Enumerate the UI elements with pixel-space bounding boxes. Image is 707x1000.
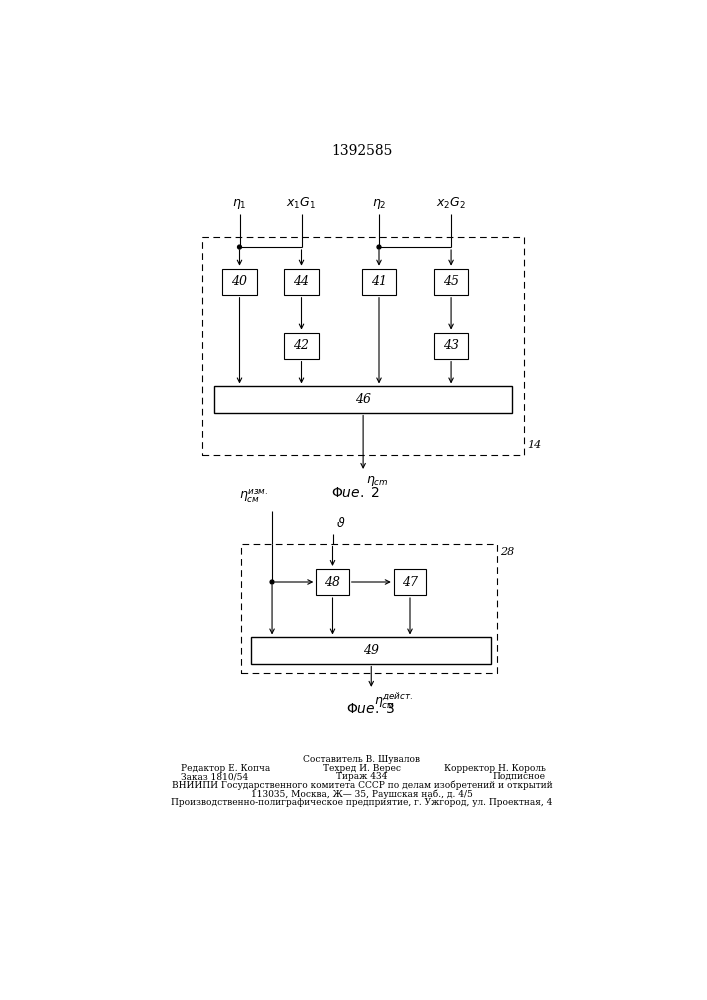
Bar: [223, 269, 257, 295]
Bar: [434, 333, 468, 359]
Bar: [284, 333, 319, 359]
Text: Редактор Е. Копча: Редактор Е. Копча: [182, 764, 271, 773]
Text: $\eta^{дейст.}_{см}$: $\eta^{дейст.}_{см}$: [374, 692, 414, 712]
Text: 44: 44: [293, 275, 310, 288]
Text: 46: 46: [355, 393, 371, 406]
Text: Производственно-полиграфическое предприятие, г. Ужгород, ул. Проектная, 4: Производственно-полиграфическое предприя…: [171, 798, 553, 807]
Text: $x_1G_1$: $x_1G_1$: [286, 196, 317, 211]
Text: 47: 47: [402, 576, 418, 588]
Circle shape: [377, 245, 381, 249]
Text: Заказ 1810/54: Заказ 1810/54: [182, 772, 249, 781]
Text: 113035, Москва, Ж— 35, Раушская наб., д. 4/5: 113035, Москва, Ж— 35, Раушская наб., д.…: [251, 789, 473, 799]
Text: Подписное: Подписное: [493, 772, 546, 781]
Text: 14: 14: [527, 440, 542, 450]
Bar: [434, 269, 468, 295]
Text: 42: 42: [293, 339, 310, 352]
Text: 43: 43: [443, 339, 459, 352]
Text: 48: 48: [325, 576, 341, 588]
Bar: [202, 237, 524, 455]
Bar: [394, 569, 426, 595]
Bar: [316, 569, 349, 595]
Text: 40: 40: [231, 275, 247, 288]
Text: 45: 45: [443, 275, 459, 288]
Text: Техред И. Верес: Техред И. Верес: [323, 764, 401, 773]
Circle shape: [238, 245, 241, 249]
Bar: [362, 269, 396, 295]
Circle shape: [270, 580, 274, 584]
Text: $\eta_2$: $\eta_2$: [372, 197, 386, 211]
Bar: [284, 269, 319, 295]
Text: $\Phi u e.\ 2$: $\Phi u e.\ 2$: [331, 486, 380, 500]
Text: Составитель В. Шувалов: Составитель В. Шувалов: [303, 755, 421, 764]
Text: ВНИИПИ Государственного комитета СССР по делам изобретений и открытий: ВНИИПИ Государственного комитета СССР по…: [172, 781, 552, 790]
Text: $\eta^{изм.}_{см}$: $\eta^{изм.}_{см}$: [239, 488, 268, 505]
Text: 41: 41: [371, 275, 387, 288]
Text: $\Phi u e.\ 3$: $\Phi u e.\ 3$: [346, 702, 396, 716]
Text: Корректор Н. Король: Корректор Н. Король: [444, 764, 546, 773]
Bar: [251, 637, 491, 664]
Bar: [241, 544, 497, 673]
Text: $\eta_{cm}$: $\eta_{cm}$: [366, 474, 389, 488]
Text: Тираж 434: Тираж 434: [337, 772, 387, 781]
Bar: [214, 386, 513, 413]
Text: $\vartheta$: $\vartheta$: [336, 516, 345, 530]
Text: 1392585: 1392585: [332, 144, 392, 158]
Text: $x_2G_2$: $x_2G_2$: [436, 196, 466, 211]
Text: 49: 49: [363, 644, 379, 657]
Text: $\eta_1$: $\eta_1$: [232, 197, 247, 211]
Text: 28: 28: [500, 547, 514, 557]
